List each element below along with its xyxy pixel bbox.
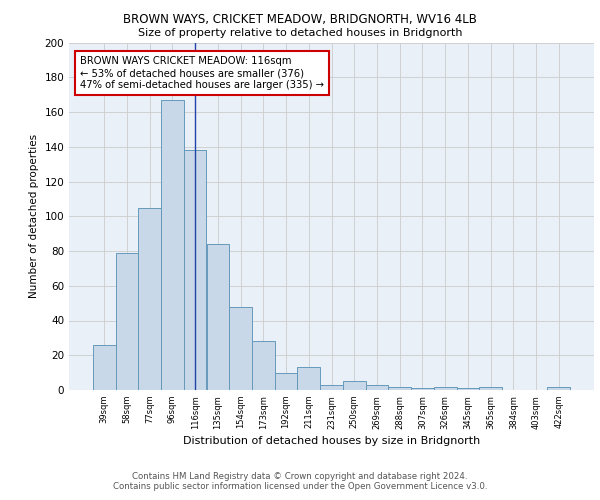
Bar (547, 386, 570, 390)
Bar (275, 372, 298, 390)
Y-axis label: Number of detached properties: Number of detached properties (29, 134, 39, 298)
Bar (229, 306, 252, 390)
Bar (93, 345, 116, 390)
Bar (343, 382, 365, 390)
Bar (479, 386, 502, 390)
Bar (116, 252, 139, 390)
Bar (184, 150, 206, 390)
X-axis label: Distribution of detached houses by size in Bridgnorth: Distribution of detached houses by size … (183, 436, 480, 446)
Text: Contains HM Land Registry data © Crown copyright and database right 2024.: Contains HM Land Registry data © Crown c… (132, 472, 468, 481)
Bar (457, 388, 479, 390)
Bar (298, 368, 320, 390)
Bar (411, 388, 434, 390)
Bar (139, 208, 161, 390)
Bar (206, 244, 229, 390)
Text: BROWN WAYS, CRICKET MEADOW, BRIDGNORTH, WV16 4LB: BROWN WAYS, CRICKET MEADOW, BRIDGNORTH, … (123, 12, 477, 26)
Bar (161, 100, 184, 390)
Text: BROWN WAYS CRICKET MEADOW: 116sqm
← 53% of detached houses are smaller (376)
47%: BROWN WAYS CRICKET MEADOW: 116sqm ← 53% … (79, 56, 323, 90)
Bar (252, 342, 275, 390)
Text: Contains public sector information licensed under the Open Government Licence v3: Contains public sector information licen… (113, 482, 487, 491)
Bar (365, 385, 388, 390)
Bar (388, 386, 411, 390)
Text: Size of property relative to detached houses in Bridgnorth: Size of property relative to detached ho… (138, 28, 462, 38)
Bar (434, 386, 457, 390)
Bar (320, 385, 343, 390)
